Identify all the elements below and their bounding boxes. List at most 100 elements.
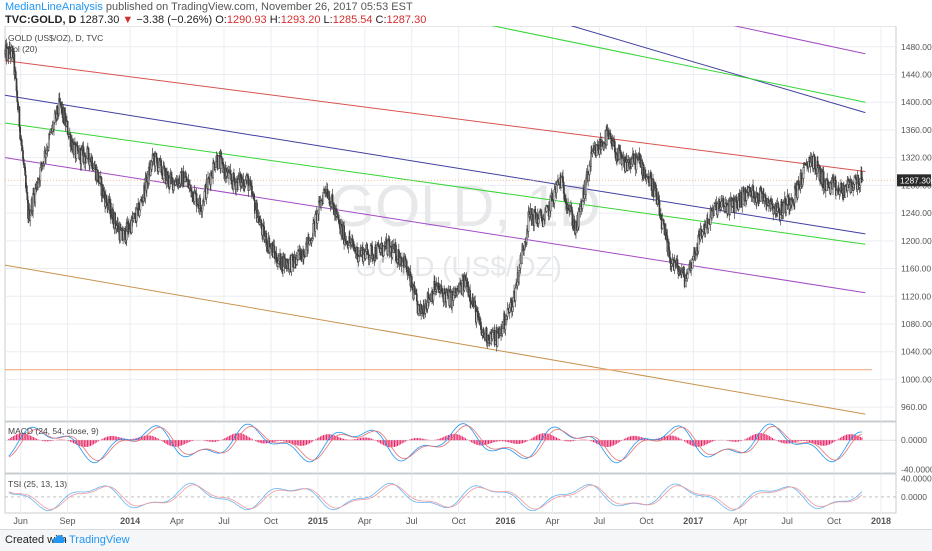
candle-body [228, 172, 230, 179]
x-tick-label: Oct [452, 516, 467, 526]
macd-y-tick: -40.0000 [901, 464, 932, 474]
x-tick-label: Apr [170, 516, 184, 526]
author-link[interactable]: MedianLineAnalysis [5, 1, 103, 13]
candle-body [331, 194, 334, 203]
y-tick-label: 1320.00 [901, 153, 932, 163]
trendline-red[interactable] [4, 60, 866, 173]
x-tick-label: Jul [781, 516, 793, 526]
change-value: −3.38 (−0.26%) [136, 14, 213, 26]
macd-legend: MACD (24, 54, close, 9) [8, 426, 99, 436]
x-tick-label: Oct [827, 516, 842, 526]
tsi-signal-line [8, 484, 863, 510]
candle-body [504, 324, 507, 330]
main-legend-title: GOLD (US$/OZ), D, TVC [8, 33, 103, 43]
trendline-navy[interactable] [4, 94, 866, 235]
high-label: H: [269, 14, 281, 26]
last-price-tag-text: 1287.30 [900, 175, 931, 185]
candle-body [658, 200, 661, 216]
macd-panel [4, 421, 897, 474]
candle-body [203, 191, 206, 202]
y-tick-label: 1160.00 [901, 264, 931, 274]
tradingview-brand: TradingView [69, 534, 130, 546]
trendline-orange[interactable] [4, 264, 866, 415]
candle-body [544, 212, 546, 220]
trendline-upper-navy[interactable] [443, 26, 866, 114]
candle-body [279, 253, 282, 270]
x-tick-label: 2018 [871, 516, 891, 526]
x-tick-label: Sep [60, 516, 76, 526]
publish-line: MedianLineAnalysis published on TradingV… [5, 1, 413, 13]
x-tick-label: 2017 [683, 516, 703, 526]
candle-body [600, 146, 602, 150]
low-label: L: [323, 14, 333, 26]
x-tick-label: Apr [358, 516, 372, 526]
y-tick-label: 1200.00 [901, 236, 932, 246]
candle-body [686, 273, 689, 279]
x-tick-label: Apr [733, 516, 747, 526]
close-value: 1287.30 [386, 14, 427, 26]
footer-bar: Created with TradingView [0, 529, 932, 551]
y-tick-label: 1040.00 [901, 347, 932, 357]
candle-body [212, 162, 214, 179]
tsi-y-tick: 0.0000 [901, 492, 927, 502]
candle-body [783, 202, 785, 214]
chart-header: MedianLineAnalysis published on TradingV… [0, 0, 932, 26]
candle-body [521, 249, 523, 264]
x-tick-label: Apr [545, 516, 559, 526]
candle-body [779, 214, 782, 220]
candle-body [230, 179, 233, 185]
trendline-upper-purple[interactable] [443, 26, 866, 55]
y-tick-label: 1400.00 [901, 97, 932, 107]
x-tick-label: Jul [218, 516, 230, 526]
x-tick-label: 2016 [496, 516, 516, 526]
candle-body [349, 236, 351, 244]
candle-body [727, 204, 729, 214]
y-tick-label: 1120.00 [901, 291, 931, 301]
candle-body [277, 263, 279, 267]
cloud-icon [52, 535, 65, 543]
watermark-name: GOLD (US$/OZ) [355, 251, 562, 282]
macd-signal-line [8, 425, 863, 461]
candle-body [91, 156, 93, 169]
symbol-label: TVC:GOLD, D [5, 14, 77, 26]
x-tick-label: Jul [406, 516, 418, 526]
main-panel [4, 26, 897, 422]
open-value: 1290.93 [226, 14, 267, 26]
candle-body [469, 290, 471, 302]
last-price-tag [897, 174, 931, 187]
candle-body [336, 210, 338, 215]
candle-body [514, 287, 517, 301]
candle-body [87, 147, 90, 160]
y-tick-label: 960.00 [901, 402, 927, 412]
trendline-green[interactable] [4, 122, 866, 245]
x-tick-label: 2014 [120, 516, 140, 526]
low-value: 1285.54 [332, 14, 373, 26]
high-value: 1293.20 [280, 14, 321, 26]
y-tick-label: 1240.00 [901, 208, 932, 218]
candle-body [189, 184, 192, 189]
tradingview-logo[interactable]: TradingView [52, 534, 130, 546]
y-tick-label: 1440.00 [901, 70, 932, 80]
y-tick-label: 1000.00 [901, 374, 932, 384]
tsi-legend: TSI (25, 13, 13) [8, 479, 67, 489]
candle-body [310, 240, 313, 243]
y-tick-label: 1360.00 [901, 125, 932, 135]
x-tick-label: Jul [594, 516, 606, 526]
down-arrow-icon: ▼ [122, 14, 134, 26]
candle-body [415, 293, 418, 302]
macd-y-tick: 0.0000 [901, 435, 927, 445]
publish-info: published on TradingView.com, November 2… [105, 1, 413, 13]
candle-body [97, 172, 100, 184]
x-tick-label: Oct [639, 516, 654, 526]
candle-body [379, 248, 382, 253]
candle-body [14, 71, 17, 79]
open-label: O: [215, 14, 227, 26]
created-with-label: Created with [5, 534, 67, 546]
candle-body [540, 210, 543, 219]
close-label: C: [375, 14, 387, 26]
candle-body [167, 175, 170, 187]
x-tick-label: Oct [264, 516, 279, 526]
trendline-upper-green[interactable] [443, 26, 866, 103]
x-tick-label: Jun [13, 516, 28, 526]
